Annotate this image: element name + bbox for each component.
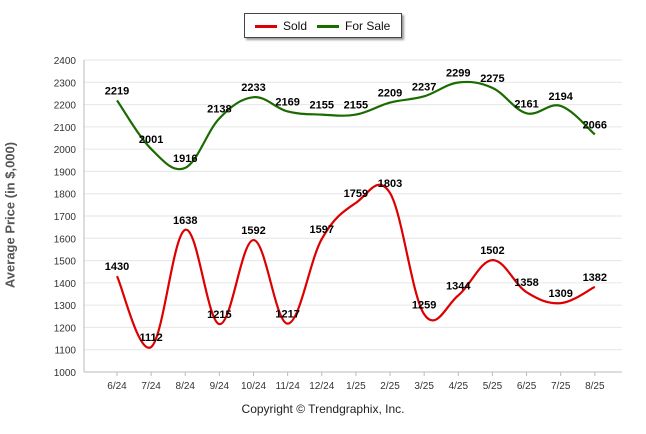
- y-axis: 1000 1100 1200 1300 1400 1500 1600 1700 1800 1900…: [54, 56, 85, 379]
- series-line-for-sale: [116, 80, 596, 171]
- x-tick-label: 6/24: [107, 381, 127, 392]
- y-tick-label: 2400: [54, 56, 77, 67]
- data-label-for-sale: 2299: [446, 68, 470, 80]
- y-tick-label: 1200: [54, 323, 77, 334]
- x-tick-label: 7/24: [141, 381, 161, 392]
- data-label-sold: 1502: [480, 245, 504, 257]
- data-label-sold: 1344: [446, 280, 471, 292]
- data-label-for-sale: 2237: [412, 81, 436, 93]
- x-tick-label: 2/25: [380, 381, 400, 392]
- y-tick-label: 1600: [54, 234, 77, 245]
- data-label-sold: 1592: [241, 225, 265, 237]
- legend-label-for-sale: For Sale: [345, 19, 391, 33]
- data-label-sold: 1430: [105, 261, 129, 273]
- y-tick-label: 1000: [54, 368, 77, 379]
- series-line-sold: [115, 183, 596, 349]
- y-tick-label: 1300: [54, 301, 77, 312]
- data-label-for-sale: 1916: [173, 153, 197, 165]
- y-tick-label: 1700: [54, 212, 77, 223]
- data-label-for-sale: 2155: [344, 100, 368, 112]
- legend: Sold For Sale: [244, 13, 402, 38]
- y-tick-label: 2300: [54, 78, 77, 89]
- y-tick-label: 2000: [54, 145, 77, 156]
- x-tick-label: 8/24: [176, 381, 196, 392]
- y-axis-title: Average Price (in $,000): [2, 141, 18, 289]
- x-tick-label: 10/24: [241, 381, 266, 392]
- data-label-sold: 1259: [412, 299, 436, 311]
- copyright-text: Copyright © Trendgraphix, Inc.: [241, 402, 405, 416]
- x-tick-label: 8/25: [585, 381, 605, 392]
- x-tick-label: 7/25: [551, 381, 571, 392]
- y-tick-label: 2200: [54, 101, 77, 112]
- data-label-sold: 1382: [583, 272, 607, 284]
- data-label-sold: 1358: [514, 277, 538, 289]
- data-label-sold: 1638: [173, 215, 197, 227]
- legend-item-for-sale[interactable]: For Sale: [317, 18, 390, 34]
- y-tick-label: 1500: [54, 257, 77, 268]
- series-lines: [115, 80, 596, 349]
- y-tick-label: 1400: [54, 279, 77, 290]
- data-label-for-sale: 2194: [548, 91, 573, 103]
- x-tick-label: 5/25: [483, 381, 503, 392]
- data-label-for-sale: 2138: [207, 103, 231, 115]
- data-labels: 1430 1112 1638 1215 1592 1217 1597 1759 1803 1259…: [105, 68, 607, 345]
- data-label-sold: 1217: [275, 309, 299, 321]
- data-label-for-sale: 2001: [139, 134, 163, 146]
- x-tick-label: 12/24: [309, 381, 334, 392]
- data-label-for-sale: 2169: [275, 96, 299, 108]
- x-tick-label: 9/24: [210, 381, 230, 392]
- x-tick-label: 3/25: [414, 381, 434, 392]
- y-tick-label: 1800: [54, 190, 77, 201]
- data-label-sold: 1215: [207, 309, 231, 321]
- data-label-sold: 1759: [344, 188, 368, 200]
- x-tick-label: 4/25: [449, 381, 469, 392]
- legend-label-sold: Sold: [283, 19, 308, 33]
- legend-swatch-sold: [255, 24, 277, 28]
- y-tick-label: 2100: [54, 123, 77, 134]
- data-label-sold: 1803: [378, 178, 402, 190]
- data-label-for-sale: 2209: [378, 88, 402, 100]
- y-tick-label: 1900: [54, 167, 77, 178]
- data-label-sold: 1112: [139, 332, 162, 344]
- y-tick-label: 1100: [54, 346, 76, 357]
- data-label-for-sale: 2155: [310, 100, 334, 112]
- x-tick-label: 11/24: [276, 381, 301, 392]
- data-label-for-sale: 2161: [514, 98, 538, 110]
- data-label-for-sale: 2219: [105, 85, 129, 97]
- data-label-sold: 1309: [548, 288, 572, 300]
- data-label-for-sale: 2066: [583, 119, 607, 131]
- x-axis: 6/24 7/24 8/24 9/24 10/24 11/24 12/24 1/25 2/25 3…: [84, 371, 622, 392]
- data-label-for-sale: 2233: [241, 82, 265, 94]
- data-label-for-sale: 2275: [480, 73, 504, 85]
- x-tick-label: 6/25: [517, 381, 537, 392]
- legend-swatch-for-sale: [317, 24, 339, 28]
- data-label-sold: 1597: [310, 224, 334, 236]
- x-tick-label: 1/25: [346, 381, 366, 392]
- legend-item-sold[interactable]: Sold: [255, 18, 307, 34]
